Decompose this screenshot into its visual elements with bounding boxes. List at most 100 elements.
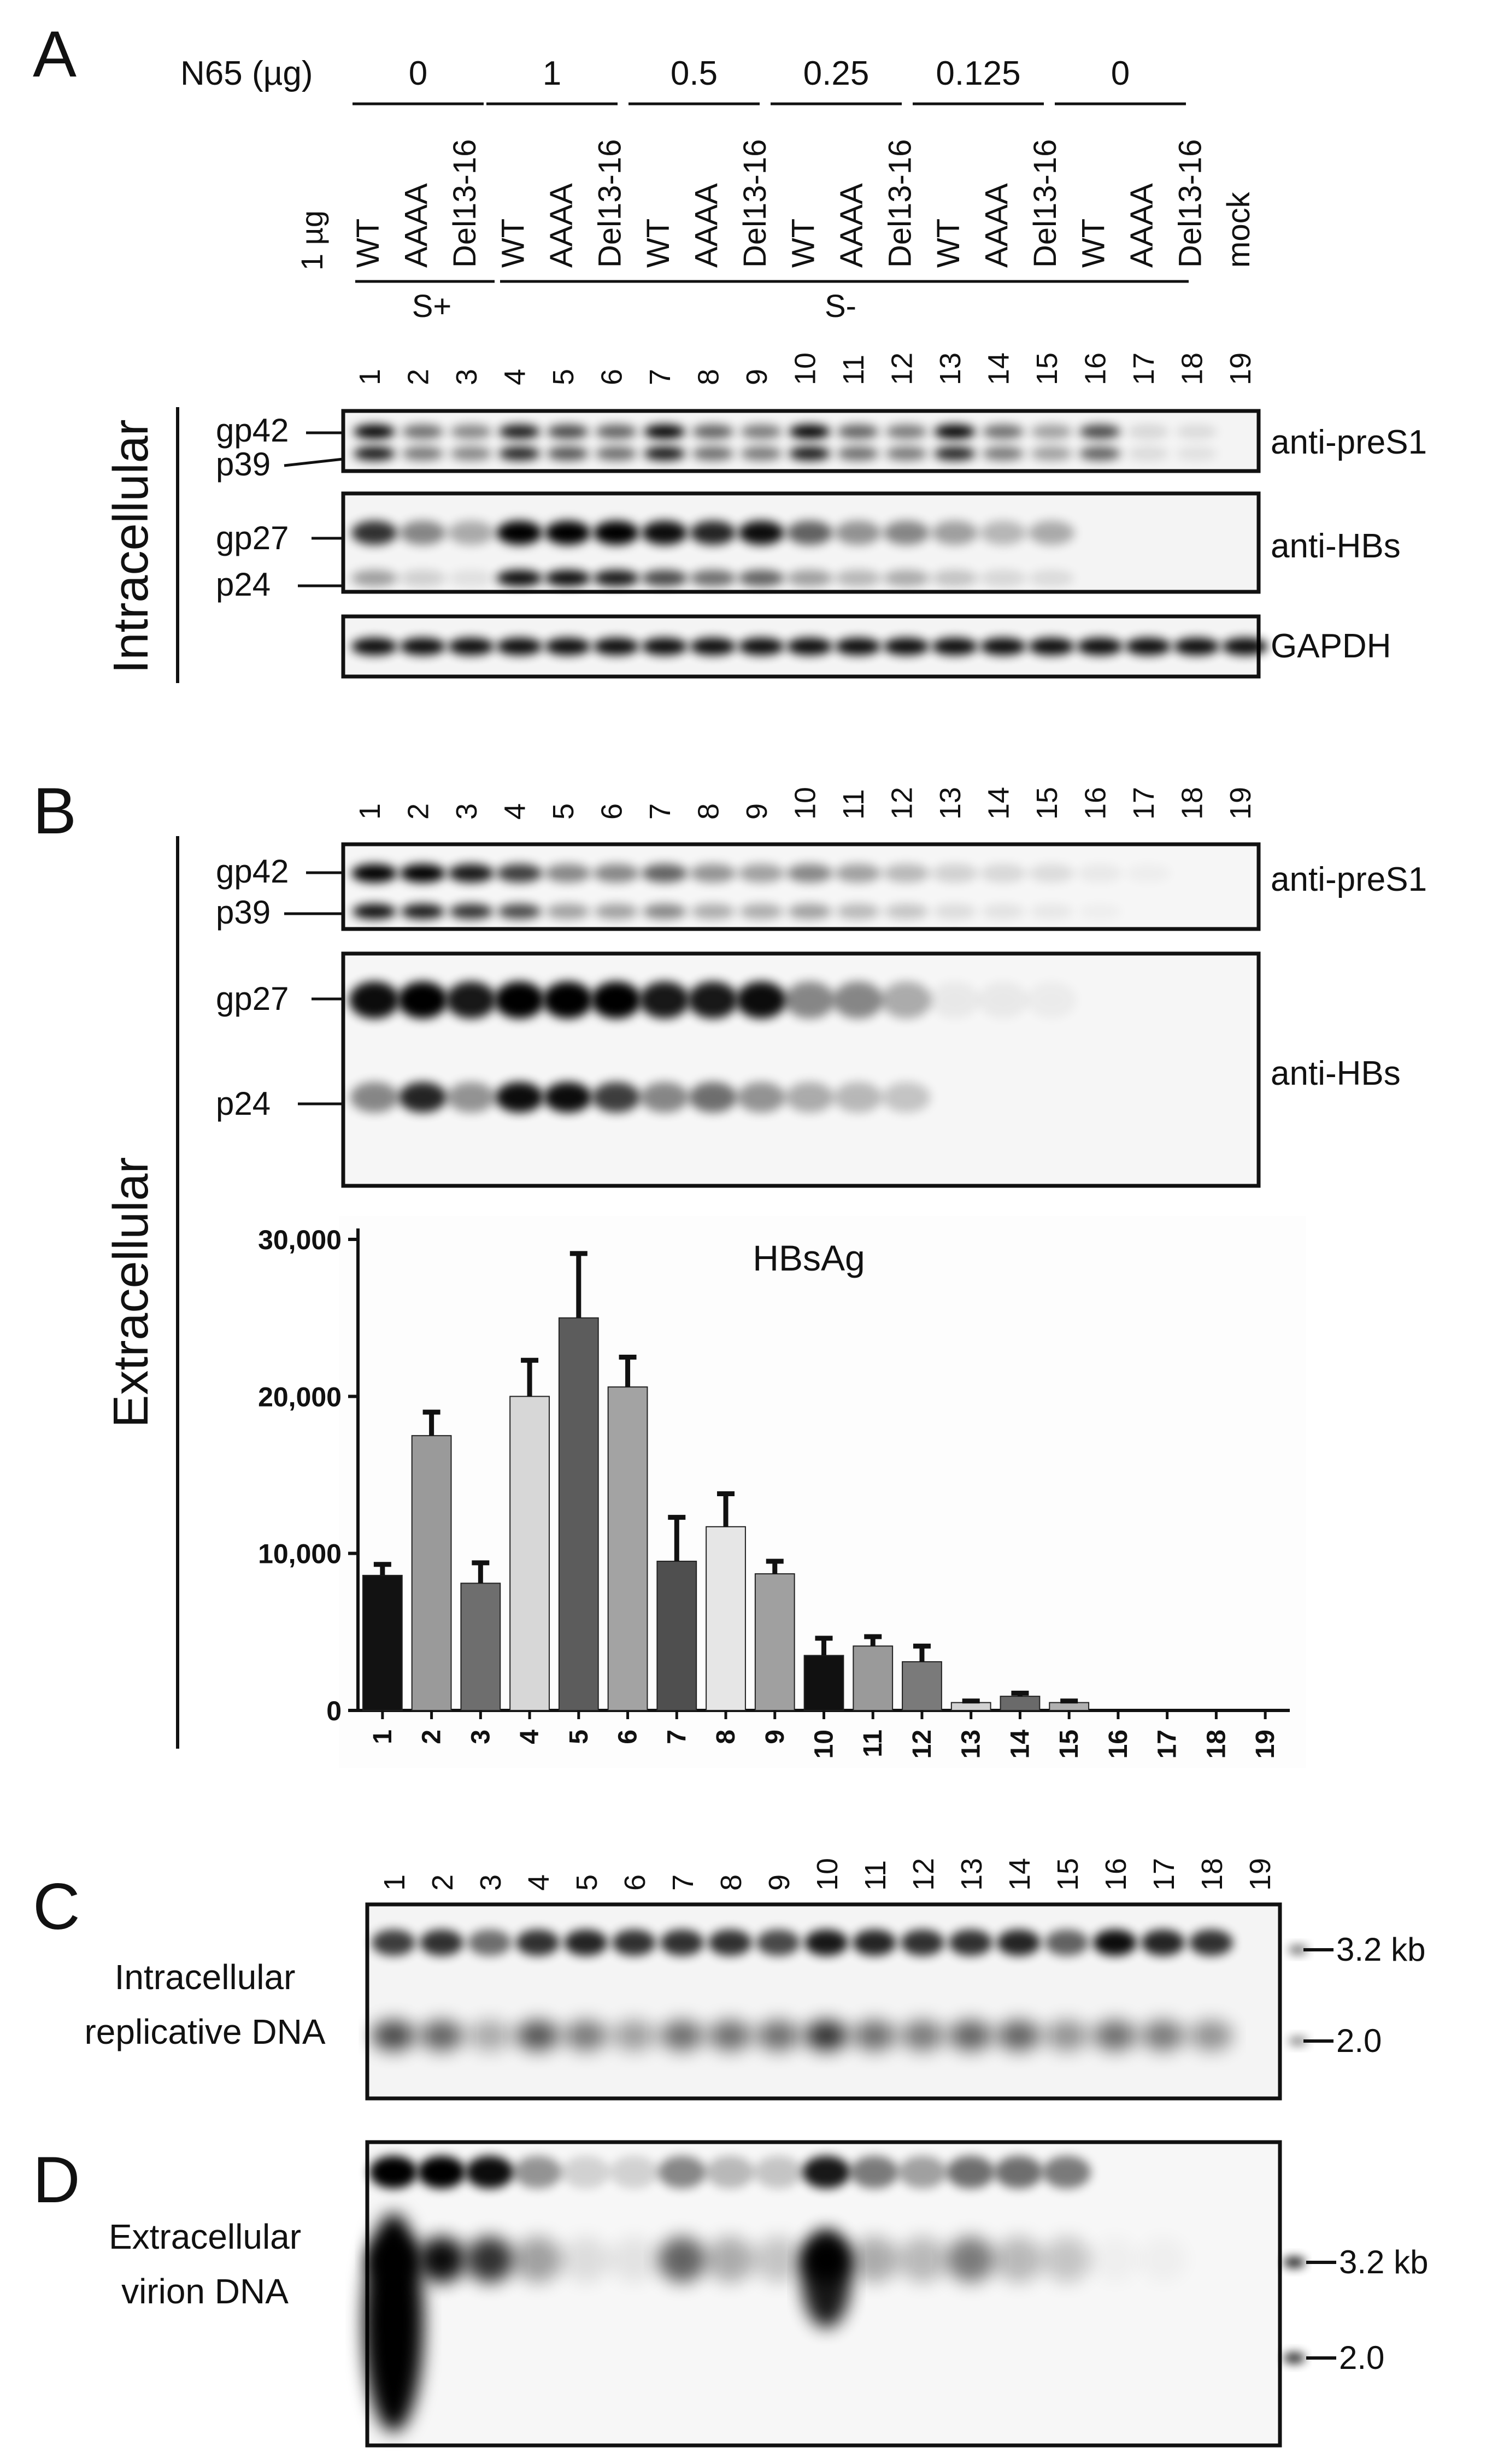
band-c-upper-3 bbox=[468, 1930, 512, 1956]
chart-bar-12 bbox=[902, 1661, 942, 1712]
band-d-lower-11 bbox=[850, 2237, 898, 2283]
band-b-pres1-gp42-3 bbox=[448, 864, 494, 883]
band-a-hbs-gp27-10 bbox=[786, 521, 833, 545]
band-b-hbs-p24-11 bbox=[834, 1082, 882, 1113]
band-a-pres1-gp42-9 bbox=[741, 425, 782, 439]
b-lane-10: 10 bbox=[789, 787, 822, 820]
band-c-lower-15 bbox=[1045, 2020, 1089, 2051]
b-lane-3: 3 bbox=[450, 803, 483, 820]
band-a-hbs-gp27-6 bbox=[593, 521, 639, 545]
band-b-hbs-gp27-6 bbox=[591, 981, 642, 1019]
band-a-pres1-gp42-12 bbox=[885, 425, 927, 439]
band-d-upper-3 bbox=[466, 2156, 514, 2189]
panel-d-label-line1: Extracellular bbox=[109, 2217, 301, 2256]
panel-letter-d: D bbox=[33, 2143, 80, 2216]
dose-label: N65 (µg) bbox=[180, 55, 313, 92]
group-label-s-minus: S- bbox=[825, 289, 856, 324]
chart-bar-3 bbox=[460, 1583, 501, 1712]
c-lane-5: 5 bbox=[571, 1874, 603, 1891]
chart-x-tick-label-1: 1 bbox=[368, 1730, 397, 1744]
construct-label-13: WT bbox=[931, 219, 966, 268]
band-b-pres1-p39-12 bbox=[884, 904, 929, 919]
c-lane-2: 2 bbox=[426, 1874, 459, 1891]
band-c-upper-16 bbox=[1093, 1930, 1137, 1956]
band-label-p24-b: p24 bbox=[216, 1085, 271, 1122]
construct-label-1: WT bbox=[350, 219, 386, 268]
band-a-pres1-gp42-6 bbox=[595, 425, 637, 439]
band-label-gp27-b: gp27 bbox=[216, 980, 289, 1017]
band-a-hbs-gp27-1 bbox=[351, 521, 397, 545]
band-a-gapdh-3 bbox=[448, 638, 494, 655]
band-a-gapdh-1 bbox=[351, 638, 397, 655]
band-a-gapdh-10 bbox=[786, 638, 833, 655]
band-a-hbs-gp27-7 bbox=[642, 521, 688, 545]
c-lane-19: 19 bbox=[1244, 1858, 1277, 1891]
band-a-hbs-gp27-12 bbox=[883, 521, 930, 545]
band-a-gapdh-9 bbox=[738, 638, 784, 655]
c-lane-7: 7 bbox=[667, 1874, 700, 1891]
a-lane-15: 15 bbox=[1031, 352, 1064, 385]
band-b-pres1-gp42-6 bbox=[593, 864, 639, 883]
band-d-upper-13 bbox=[947, 2156, 995, 2189]
c-lane-15: 15 bbox=[1051, 1858, 1084, 1891]
dose-labels: 0 1 0.5 0.25 0.125 0 bbox=[409, 55, 1130, 92]
band-a-hbs-gp27-9 bbox=[738, 521, 784, 545]
band-b-pres1-gp42-2 bbox=[400, 864, 446, 883]
band-a-pres1-gp42-13 bbox=[934, 425, 976, 439]
band-a-gapdh-19 bbox=[1222, 638, 1268, 655]
band-b-hbs-gp27-3 bbox=[446, 981, 496, 1019]
dose-value-2: 1 bbox=[543, 55, 561, 92]
band-c-upper-11 bbox=[853, 1930, 896, 1956]
band-c-lower-12 bbox=[901, 2020, 944, 2051]
band-a-gapdh-11 bbox=[835, 638, 881, 655]
chart-x-tick-label-2: 2 bbox=[418, 1730, 447, 1744]
band-b-pres1-p39-4 bbox=[497, 904, 542, 919]
band-label-gp42-b: gp42 bbox=[216, 853, 289, 890]
panel-d-label-line2: virion DNA bbox=[121, 2272, 289, 2311]
band-b-hbs-gp27-8 bbox=[688, 981, 738, 1019]
band-b-hbs-gp27-11 bbox=[833, 981, 883, 1019]
intracellular-side-label: Intracellular bbox=[104, 419, 158, 673]
construct-label-10: WT bbox=[786, 219, 821, 268]
marker-2-0-c: 2.0 bbox=[1336, 2022, 1382, 2059]
chart-bar-10 bbox=[803, 1655, 844, 1712]
band-a-hbs-gp27-14 bbox=[980, 521, 1026, 545]
b-lane-6: 6 bbox=[596, 803, 628, 820]
band-c-upper-8 bbox=[708, 1930, 752, 1956]
b-lane-17: 17 bbox=[1127, 787, 1160, 820]
chart-x-tick-label-12: 12 bbox=[908, 1730, 937, 1759]
band-b-pres1-p39-15 bbox=[1030, 904, 1073, 919]
band-b-pres1-p39-8 bbox=[691, 904, 735, 919]
band-a-hbs-gp27-11 bbox=[835, 521, 881, 545]
band-b-hbs-gp27-5 bbox=[543, 981, 593, 1019]
band-b-hbs-gp27-10 bbox=[784, 981, 835, 1019]
band-c-upper-5 bbox=[564, 1930, 608, 1956]
panel-c-label-line1: Intracellular bbox=[115, 1957, 296, 1997]
band-a-hbs-gp27-4 bbox=[496, 521, 543, 545]
band-b-pres1-gp42-15 bbox=[1029, 864, 1074, 883]
band-a-pres1-p39-17 bbox=[1127, 446, 1169, 461]
band-a-pres1-gp42-14 bbox=[982, 425, 1024, 439]
band-a-hbs-gp27-2 bbox=[400, 521, 446, 545]
chart-bar-1 bbox=[362, 1574, 403, 1711]
band-b-pres1-p39-7 bbox=[643, 904, 686, 919]
chart-y-tick-label-2: 20,000 bbox=[258, 1381, 342, 1412]
band-c-upper-12 bbox=[901, 1930, 944, 1956]
panel-c-label-line2: replicative DNA bbox=[84, 2012, 325, 2051]
band-a-hbs-gp27-15 bbox=[1029, 521, 1074, 545]
c-lane-1: 1 bbox=[378, 1874, 411, 1891]
chart-x-tick-label-6: 6 bbox=[614, 1730, 643, 1744]
band-a-pres1-gp42-17 bbox=[1127, 425, 1169, 439]
blot-a-pres1 bbox=[341, 409, 1261, 473]
band-b-hbs-gp27-2 bbox=[397, 981, 448, 1019]
chart-bar-8 bbox=[706, 1526, 746, 1712]
band-c-lower-5 bbox=[564, 2020, 608, 2051]
band-d-lower-9 bbox=[754, 2237, 802, 2283]
c-lane-13: 13 bbox=[955, 1858, 988, 1891]
construct-label-2: AAAA bbox=[399, 183, 434, 268]
dose-value-6: 0 bbox=[1111, 55, 1130, 92]
c-lane-3: 3 bbox=[474, 1874, 507, 1891]
band-a-pres1-gp42-7 bbox=[644, 425, 685, 439]
chart-x-tick-label-19: 19 bbox=[1251, 1730, 1280, 1759]
band-b-hbs-p24-2 bbox=[398, 1082, 447, 1113]
